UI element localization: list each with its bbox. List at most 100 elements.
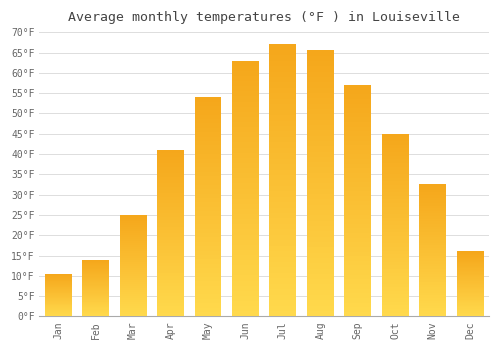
Bar <box>307 77 334 82</box>
Bar <box>120 231 146 233</box>
Bar <box>344 182 372 187</box>
Bar <box>382 218 408 222</box>
Bar <box>44 313 72 314</box>
Bar <box>82 273 109 274</box>
Bar <box>157 200 184 203</box>
Bar <box>419 243 446 245</box>
Bar <box>232 240 259 245</box>
Bar <box>157 203 184 206</box>
Bar <box>157 273 184 276</box>
Bar <box>44 305 72 306</box>
Bar <box>344 289 372 293</box>
Bar <box>232 306 259 311</box>
Bar <box>344 99 372 104</box>
Bar <box>419 205 446 208</box>
Bar <box>419 258 446 261</box>
Bar <box>232 296 259 301</box>
Bar <box>82 282 109 284</box>
Bar <box>307 285 334 290</box>
Bar <box>194 264 222 268</box>
Bar <box>44 279 72 280</box>
Bar <box>232 71 259 76</box>
Bar <box>270 110 296 115</box>
Bar <box>44 296 72 297</box>
Bar <box>344 177 372 182</box>
Bar <box>419 311 446 314</box>
Bar <box>194 97 222 102</box>
Bar <box>307 125 334 130</box>
Bar <box>456 293 483 294</box>
Bar <box>232 255 259 260</box>
Bar <box>194 277 222 281</box>
Bar <box>44 277 72 278</box>
Bar <box>82 260 109 261</box>
Bar <box>419 187 446 190</box>
Bar <box>157 270 184 273</box>
Bar <box>82 272 109 273</box>
Bar <box>157 237 184 240</box>
Bar <box>120 292 146 294</box>
Bar <box>456 272 483 274</box>
Bar <box>120 225 146 227</box>
Bar <box>382 222 408 225</box>
Bar <box>232 127 259 132</box>
Bar <box>382 273 408 276</box>
Bar <box>344 279 372 284</box>
Bar <box>307 237 334 242</box>
Bar <box>194 172 222 176</box>
Bar <box>194 124 222 128</box>
Bar <box>232 281 259 286</box>
Bar <box>232 142 259 148</box>
Bar <box>419 234 446 237</box>
Bar <box>120 294 146 296</box>
Bar <box>382 192 408 196</box>
Bar <box>44 285 72 286</box>
Bar <box>456 254 483 256</box>
Bar <box>307 268 334 274</box>
Bar <box>270 186 296 191</box>
Bar <box>382 163 408 167</box>
Bar <box>120 253 146 256</box>
Bar <box>120 266 146 268</box>
Bar <box>270 218 296 224</box>
Bar <box>82 295 109 296</box>
Bar <box>44 283 72 284</box>
Bar <box>232 168 259 173</box>
Bar <box>307 253 334 258</box>
Bar <box>194 308 222 312</box>
Bar <box>307 300 334 306</box>
Bar <box>382 261 408 265</box>
Bar <box>194 220 222 224</box>
Bar <box>120 247 146 250</box>
Bar <box>456 268 483 270</box>
Bar <box>419 240 446 243</box>
Bar <box>419 290 446 293</box>
Bar <box>157 223 184 226</box>
Bar <box>194 181 222 185</box>
Bar <box>194 229 222 233</box>
Bar <box>44 284 72 285</box>
Bar <box>456 263 483 265</box>
Bar <box>194 154 222 159</box>
Bar <box>344 224 372 229</box>
Bar <box>270 83 296 88</box>
Bar <box>232 270 259 275</box>
Bar <box>44 281 72 282</box>
Bar <box>82 286 109 287</box>
Bar <box>307 82 334 88</box>
Bar <box>82 314 109 315</box>
Bar <box>270 88 296 93</box>
Bar <box>419 314 446 316</box>
Bar <box>194 150 222 154</box>
Bar <box>307 290 334 295</box>
Bar <box>382 203 408 207</box>
Bar <box>344 117 372 122</box>
Bar <box>382 302 408 306</box>
Bar <box>120 251 146 253</box>
Bar <box>120 284 146 286</box>
Bar <box>307 66 334 72</box>
Bar <box>232 137 259 142</box>
Bar <box>456 265 483 266</box>
Bar <box>157 257 184 260</box>
Bar <box>382 152 408 156</box>
